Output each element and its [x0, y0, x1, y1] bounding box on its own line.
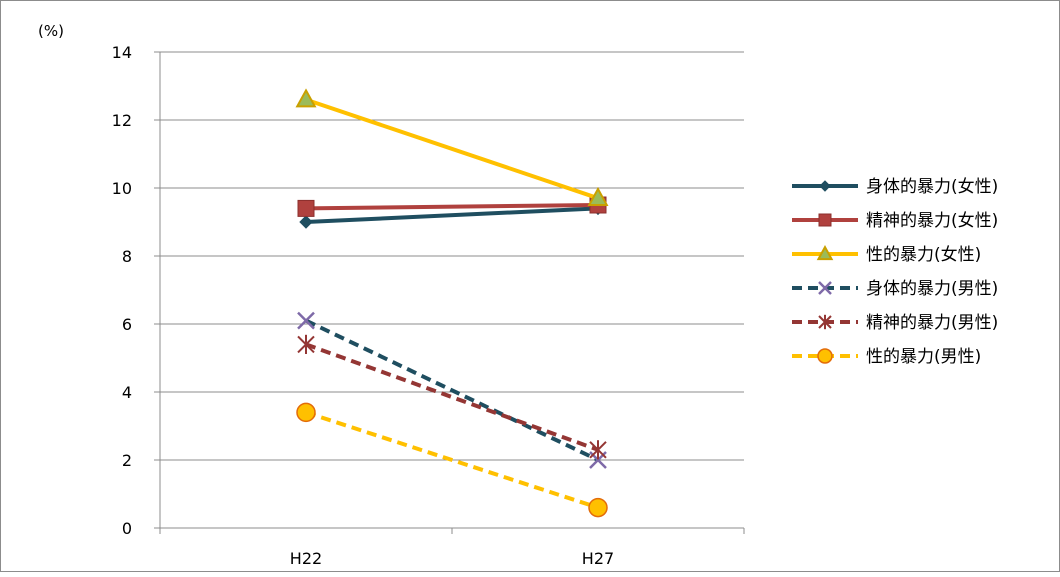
series-line	[305, 203, 599, 211]
series-group	[297, 334, 607, 460]
data-point-marker	[297, 334, 315, 354]
legend-label: 性的暴力(女性)	[866, 245, 981, 265]
legend-label: 身体的暴力(女性)	[866, 177, 998, 197]
data-point-marker	[818, 314, 832, 330]
marker-stroke	[818, 281, 832, 295]
y-tick-label: 6	[122, 315, 132, 334]
series-group	[296, 402, 608, 518]
x-tick-label: H27	[582, 549, 614, 568]
data-point-marker	[819, 180, 831, 192]
series-line	[305, 410, 599, 510]
series-line	[305, 97, 599, 201]
x-tick-label: H22	[290, 549, 322, 568]
y-tick-label: 8	[122, 247, 132, 266]
data-point-marker	[818, 281, 832, 295]
y-tick-label: 14	[112, 43, 132, 62]
y-tick-label: 0	[122, 519, 132, 538]
legend-label: 身体的暴力(男性)	[866, 279, 998, 299]
legend-label: 精神的暴力(女性)	[866, 211, 998, 231]
legend-item: 性的暴力(男性)	[792, 347, 981, 367]
legend-item: 身体的暴力(男性)	[792, 279, 998, 299]
data-point-marker	[297, 199, 315, 217]
marker-stroke	[297, 311, 315, 330]
data-point-marker	[817, 348, 833, 364]
data-point-marker	[299, 215, 313, 229]
unit-label: (%)	[38, 22, 64, 40]
legend-label: 性的暴力(男性)	[866, 347, 981, 367]
series-line	[305, 206, 599, 224]
data-point-marker	[589, 440, 607, 460]
y-tick-label: 2	[122, 451, 132, 470]
legend-item: 性的暴力(女性)	[792, 245, 981, 265]
y-tick-label: 4	[122, 383, 132, 402]
data-point-marker	[816, 245, 834, 261]
data-point-marker	[297, 311, 315, 330]
data-point-marker	[588, 497, 608, 518]
data-point-marker	[296, 402, 316, 423]
data-point-marker	[295, 88, 317, 108]
series-line	[305, 318, 599, 462]
grid-layer	[160, 51, 744, 461]
series-line	[305, 342, 599, 452]
data-point-marker	[587, 186, 609, 206]
y-tick-label: 12	[112, 111, 132, 130]
legend: 身体的暴力(女性) 精神的暴力(女性) 性的暴力(女性) 身体的暴力(男性) 精神的暴力…	[792, 177, 998, 367]
y-tick-label: 10	[112, 179, 132, 198]
legend-label: 精神的暴力(男性)	[866, 313, 998, 333]
legend-item: 精神的暴力(男性)	[792, 313, 998, 333]
legend-item: 精神的暴力(女性)	[792, 211, 998, 231]
data-point-marker	[818, 213, 832, 227]
series-group	[295, 88, 609, 206]
legend-item: 身体的暴力(女性)	[792, 177, 998, 197]
axis-layer: 0 2 4 6 8 10 12 14 H22 H27	[112, 43, 745, 568]
series-layer	[295, 88, 609, 518]
